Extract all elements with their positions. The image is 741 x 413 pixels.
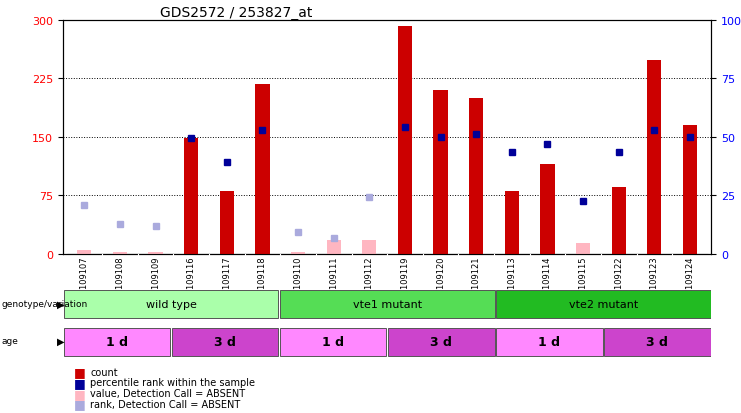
Text: 3 d: 3 d — [646, 335, 668, 348]
Bar — [256, 84, 270, 254]
Text: value, Detection Call = ABSENT: value, Detection Call = ABSENT — [90, 388, 245, 398]
Bar — [611, 188, 626, 254]
Bar — [496, 328, 602, 356]
Bar — [604, 328, 711, 356]
Text: vte2 mutant: vte2 mutant — [568, 299, 638, 310]
Text: ▶: ▶ — [57, 299, 64, 309]
Bar — [77, 250, 91, 254]
Text: GSM109122: GSM109122 — [614, 256, 623, 306]
Bar — [113, 252, 127, 254]
Text: count: count — [90, 367, 118, 377]
Bar — [184, 139, 199, 254]
Text: age: age — [1, 336, 19, 345]
Bar — [327, 240, 341, 254]
Bar — [647, 61, 662, 254]
Text: GSM109107: GSM109107 — [80, 256, 89, 306]
Text: GSM109116: GSM109116 — [187, 256, 196, 306]
Text: ▶: ▶ — [57, 336, 64, 346]
Bar — [64, 291, 279, 318]
Bar — [398, 27, 412, 254]
Text: GSM109121: GSM109121 — [472, 256, 481, 306]
Text: GSM109120: GSM109120 — [436, 256, 445, 306]
Bar — [172, 328, 279, 356]
Text: genotype/variation: genotype/variation — [1, 299, 87, 308]
Bar — [540, 164, 554, 254]
Bar — [469, 98, 483, 254]
Bar — [576, 243, 591, 254]
Text: rank, Detection Call = ABSENT: rank, Detection Call = ABSENT — [90, 399, 241, 409]
Text: ■: ■ — [74, 397, 86, 411]
Text: GSM109123: GSM109123 — [650, 256, 659, 306]
Text: GSM109113: GSM109113 — [508, 256, 516, 306]
Text: ■: ■ — [74, 376, 86, 389]
Text: ■: ■ — [74, 387, 86, 400]
Bar — [291, 252, 305, 254]
Bar — [496, 291, 711, 318]
Text: GSM109115: GSM109115 — [579, 256, 588, 306]
Bar — [388, 328, 494, 356]
Bar — [433, 91, 448, 254]
Text: GDS2572 / 253827_at: GDS2572 / 253827_at — [160, 6, 313, 20]
Text: ■: ■ — [74, 365, 86, 378]
Text: 1 d: 1 d — [538, 335, 560, 348]
Bar — [362, 240, 376, 254]
Bar — [505, 192, 519, 254]
Text: GSM109108: GSM109108 — [116, 256, 124, 306]
Text: 1 d: 1 d — [106, 335, 128, 348]
Text: 3 d: 3 d — [431, 335, 452, 348]
Text: wild type: wild type — [146, 299, 196, 310]
Text: GSM109111: GSM109111 — [329, 256, 338, 306]
Bar — [683, 126, 697, 254]
Bar — [220, 192, 234, 254]
Text: 3 d: 3 d — [214, 335, 236, 348]
Text: GSM109118: GSM109118 — [258, 256, 267, 306]
Bar — [280, 328, 387, 356]
Text: vte1 mutant: vte1 mutant — [353, 299, 422, 310]
Bar — [148, 252, 163, 254]
Text: GSM109112: GSM109112 — [365, 256, 374, 306]
Text: GSM109109: GSM109109 — [151, 256, 160, 306]
Text: GSM109124: GSM109124 — [685, 256, 694, 306]
Text: GSM109119: GSM109119 — [400, 256, 410, 306]
Text: GSM109117: GSM109117 — [222, 256, 231, 306]
Text: 1 d: 1 d — [322, 335, 344, 348]
Text: GSM109110: GSM109110 — [293, 256, 302, 306]
Text: percentile rank within the sample: percentile rank within the sample — [90, 377, 256, 387]
Bar — [280, 291, 494, 318]
Text: GSM109114: GSM109114 — [543, 256, 552, 306]
Bar — [64, 328, 170, 356]
